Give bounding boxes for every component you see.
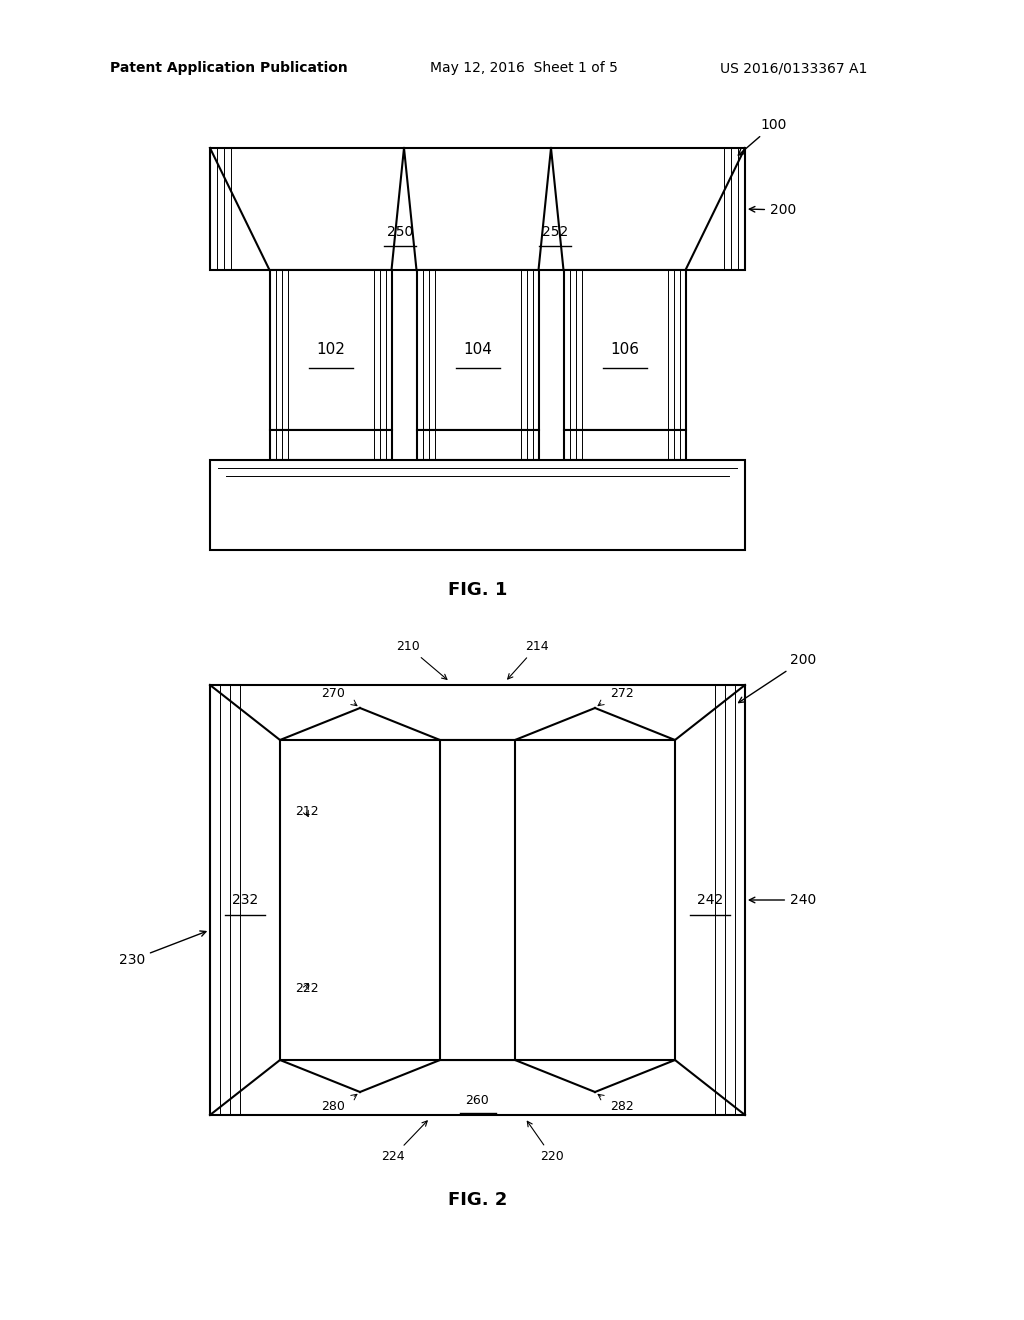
Bar [417,430,539,459]
Text: 200: 200 [738,653,816,702]
Text: 210: 210 [396,640,446,680]
Bar [269,271,391,430]
Text: 106: 106 [610,342,639,358]
Bar [210,685,745,1115]
Text: 104: 104 [463,342,492,358]
Text: 250: 250 [387,224,413,239]
Text: 240: 240 [750,894,816,907]
Text: 200: 200 [750,203,797,216]
Text: 212: 212 [295,805,318,818]
Text: 272: 272 [610,686,634,700]
Bar [563,271,685,430]
Text: 222: 222 [295,982,318,995]
Bar [563,430,685,459]
Text: 270: 270 [322,686,345,700]
Text: 102: 102 [316,342,345,358]
Bar [440,741,515,1060]
Text: 214: 214 [508,640,549,678]
Text: 250: 250 [464,894,490,907]
Text: US 2016/0133367 A1: US 2016/0133367 A1 [720,61,867,75]
Bar [280,741,675,1060]
Text: FIG. 1: FIG. 1 [447,581,507,599]
Bar [210,148,745,271]
Text: 282: 282 [610,1100,634,1113]
Text: 252: 252 [542,224,568,239]
Text: FIG. 2: FIG. 2 [447,1191,507,1209]
Text: May 12, 2016  Sheet 1 of 5: May 12, 2016 Sheet 1 of 5 [430,61,617,75]
Text: 100: 100 [738,117,786,156]
Text: 224: 224 [381,1121,427,1163]
Bar [417,271,539,430]
Text: 280: 280 [322,1100,345,1113]
Text: 260: 260 [466,1093,489,1106]
Text: 242: 242 [697,894,723,907]
Text: 230: 230 [119,931,206,968]
Bar [210,459,745,550]
Text: 232: 232 [231,894,258,907]
Text: Patent Application Publication: Patent Application Publication [110,61,348,75]
Bar [269,430,391,459]
Text: 220: 220 [527,1121,564,1163]
